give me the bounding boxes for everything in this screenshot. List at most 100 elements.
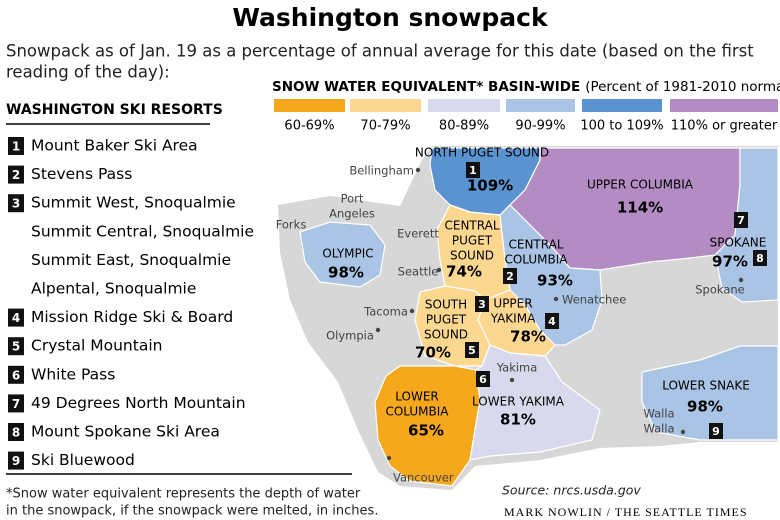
resort-marker bbox=[475, 296, 489, 312]
city-dot bbox=[553, 296, 559, 302]
resort-marker bbox=[545, 313, 559, 329]
source: Source: nrcs.usda.gov bbox=[502, 483, 641, 498]
basin-name: PUGET bbox=[452, 234, 493, 248]
resort-number-box bbox=[8, 423, 24, 441]
resort-marker-number: 4 bbox=[548, 315, 556, 328]
basin-name: COLUMBIA bbox=[504, 253, 568, 267]
legend-swatch bbox=[670, 99, 778, 112]
basin-name: PUGET bbox=[426, 313, 467, 327]
legend-title: SNOW WATER EQUIVALENT* BASIN-WIDE bbox=[272, 79, 580, 95]
resort-number-box bbox=[8, 365, 24, 384]
basin-name: LOWER bbox=[395, 390, 439, 404]
resort-name: Summit East, Snoqualmie bbox=[31, 251, 231, 269]
city-label: Bellingham bbox=[349, 164, 414, 178]
resort-name: Mission Ridge Ski & Board bbox=[31, 308, 233, 326]
resort-number: 7 bbox=[12, 397, 20, 411]
resort-marker-number: 7 bbox=[737, 214, 745, 227]
city-dot bbox=[680, 429, 686, 435]
basin-name: SOUTH bbox=[425, 298, 467, 312]
city-dot bbox=[386, 455, 392, 461]
resort-number: 8 bbox=[12, 426, 20, 440]
basin-name: COLUMBIA bbox=[385, 405, 449, 419]
city-dot bbox=[738, 277, 744, 283]
city-label: Walla bbox=[643, 407, 674, 421]
city-label: Port bbox=[341, 192, 364, 206]
resort-marker bbox=[753, 250, 767, 266]
basin-name: CENTRAL bbox=[508, 238, 563, 252]
resort-name: Ski Bluewood bbox=[31, 451, 135, 469]
city-label: Spokane bbox=[695, 283, 745, 297]
resort-marker-number: 3 bbox=[478, 298, 486, 311]
resort-number: 6 bbox=[12, 368, 20, 382]
legend-swatch bbox=[506, 99, 575, 112]
legend-label: 100 to 109% bbox=[580, 119, 663, 134]
basin-name: LOWER SNAKE bbox=[662, 379, 750, 393]
resort-marker-number: 8 bbox=[756, 252, 764, 265]
basin-name: UPPER bbox=[493, 297, 532, 311]
basin-value: 93% bbox=[537, 272, 573, 290]
basin bbox=[641, 345, 779, 441]
basin bbox=[469, 344, 601, 461]
legend-label: 80-89% bbox=[439, 119, 489, 134]
resort-marker bbox=[465, 342, 479, 358]
resort-number-box bbox=[8, 194, 24, 213]
resort-number: 2 bbox=[12, 168, 20, 182]
basin-value: 109% bbox=[467, 177, 513, 195]
resort-marker-number: 6 bbox=[479, 373, 487, 386]
resort-number-box bbox=[8, 394, 24, 413]
city-label: Everett bbox=[397, 227, 439, 241]
legend-swatch bbox=[428, 99, 500, 112]
legend-swatch bbox=[350, 99, 421, 112]
basin-name: UPPER COLUMBIA bbox=[587, 178, 694, 192]
resort-number: 1 bbox=[12, 140, 20, 154]
resort-name: Summit West, Snoqualmie bbox=[31, 194, 236, 212]
city-label: Forks bbox=[276, 218, 307, 232]
legend-label: 110% or greater bbox=[671, 119, 778, 134]
basin bbox=[374, 365, 481, 487]
legend-swatch bbox=[274, 99, 345, 112]
resort-name: Alpental, Snoqualmie bbox=[31, 280, 196, 298]
basin-value: 97% bbox=[712, 253, 748, 271]
resort-number-box bbox=[8, 165, 24, 184]
city-label: Vancouver bbox=[393, 471, 454, 485]
city-dot bbox=[415, 167, 421, 173]
resort-marker bbox=[503, 268, 517, 284]
resort-marker-number: 5 bbox=[468, 344, 476, 357]
resort-marker bbox=[734, 212, 748, 228]
resort-marker-number: 2 bbox=[506, 270, 514, 283]
subtitle: reading of the day): bbox=[6, 63, 170, 82]
subtitle: Snowpack as of Jan. 19 as a percentage o… bbox=[6, 42, 754, 61]
legend-label: 70-79% bbox=[360, 119, 410, 134]
resort-number: 3 bbox=[12, 197, 20, 211]
title: Washington snowpack bbox=[232, 3, 549, 32]
resort-name: 49 Degrees North Mountain bbox=[31, 394, 246, 412]
legend-label: 60-69% bbox=[284, 119, 334, 134]
resort-number: 5 bbox=[12, 340, 20, 354]
basin-value: 74% bbox=[446, 263, 482, 281]
basin-value: 98% bbox=[328, 264, 364, 282]
resort-number-box bbox=[8, 451, 24, 470]
resort-name: Crystal Mountain bbox=[31, 337, 162, 355]
resort-number-box bbox=[8, 337, 24, 356]
resort-marker bbox=[476, 371, 490, 387]
resort-marker-number: 1 bbox=[469, 164, 477, 177]
basin-value: 98% bbox=[687, 398, 723, 416]
legend-swatch bbox=[582, 99, 662, 112]
legend-title: SNOW WATER EQUIVALENT* BASIN-WIDE (Percen… bbox=[272, 79, 780, 95]
city-dot bbox=[436, 267, 442, 273]
footnote: *Snow water equivalent represents the de… bbox=[6, 487, 361, 502]
resort-marker bbox=[709, 423, 723, 439]
resort-number: 4 bbox=[12, 311, 20, 325]
basin-value: 78% bbox=[510, 328, 546, 346]
resort-name: Stevens Pass bbox=[31, 165, 132, 183]
basin-name: SOUND bbox=[424, 328, 468, 342]
city-label: Yakima bbox=[496, 361, 538, 375]
legend-label: 90-99% bbox=[515, 119, 565, 134]
city-label: Wenatchee bbox=[562, 293, 626, 307]
credit: MARK NOWLIN / THE SEATTLE TIMES bbox=[504, 505, 748, 519]
resorts-heading: WASHINGTON SKI RESORTS bbox=[6, 102, 223, 118]
basin-name: SOUND bbox=[450, 249, 494, 263]
footnote: in the snowpack, if the snowpack were me… bbox=[6, 504, 378, 519]
basin-name: OLYMPIC bbox=[322, 247, 373, 261]
basin-name: NORTH PUGET SOUND bbox=[415, 146, 549, 160]
